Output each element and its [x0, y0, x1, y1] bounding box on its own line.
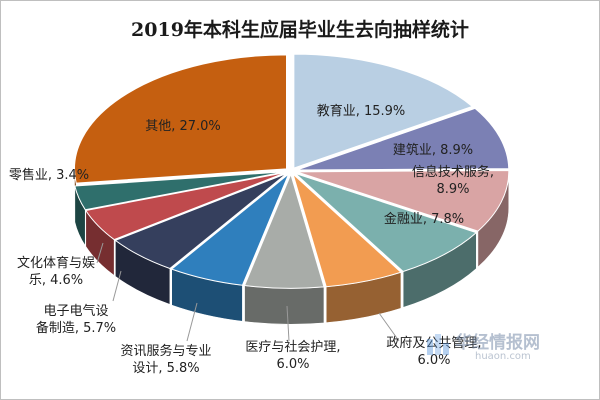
watermark-text: 华经情报网 — [455, 333, 540, 353]
slice-电子电气设备制造-leader-line — [112, 270, 122, 302]
slice-信息技术服务 — [296, 169, 510, 232]
slice-教育业 — [293, 53, 474, 169]
slice-资讯服务与专业设计-label: 资讯服务与专业设计, 5.8% — [120, 343, 211, 376]
slice-资讯服务与专业设计-leader-line — [186, 302, 198, 342]
slice-零售业-label: 零售业, 3.4% — [9, 167, 89, 183]
slice-文化体育与娱乐-leader-line — [96, 242, 104, 264]
slice-政府及公共管理-leader-line — [378, 312, 400, 342]
slice-医疗与社会护理 — [243, 172, 325, 289]
chart-title: 2019年本科生应届毕业生去向抽样统计 — [131, 19, 469, 41]
slice-建筑业-label: 建筑业, 8.9% — [393, 142, 473, 158]
slice-政府及公共管理-label: 政府及公共管理, 6.0% — [386, 336, 481, 368]
slice-文化体育与娱乐-label: 文化体育与娱乐, 4.6% — [17, 255, 95, 288]
slice-信息技术服务-label: 信息技术服务, 8.9% — [412, 164, 494, 197]
slice-其他 — [74, 54, 287, 184]
slice-零售业 — [74, 171, 286, 211]
slice-金融业 — [294, 172, 478, 273]
slice-文化体育与娱乐 — [84, 172, 286, 241]
slice-其他-label: 其他, 27.0% — [145, 119, 221, 134]
watermark-url: huaon.com — [475, 351, 531, 362]
slice-教育业-label: 教育业, 15.9% — [317, 103, 406, 119]
slice-医疗与社会护理-side — [244, 285, 325, 325]
slice-建筑业 — [296, 107, 510, 171]
slice-电子电气设备制造 — [114, 172, 288, 270]
slice-金融业-label: 金融业, 7.8% — [384, 211, 464, 227]
slice-资讯服务与专业设计 — [170, 173, 290, 286]
watermark-logo-icon — [427, 334, 449, 355]
slice-医疗与社会护理-leader-line — [286, 305, 290, 342]
slice-政府及公共管理 — [292, 172, 402, 288]
slice-医疗与社会护理-label: 医疗与社会护理, 6.0% — [245, 339, 340, 372]
slice-电子电气设备制造-label: 电子电气设备制造, 5.7% — [36, 303, 116, 336]
